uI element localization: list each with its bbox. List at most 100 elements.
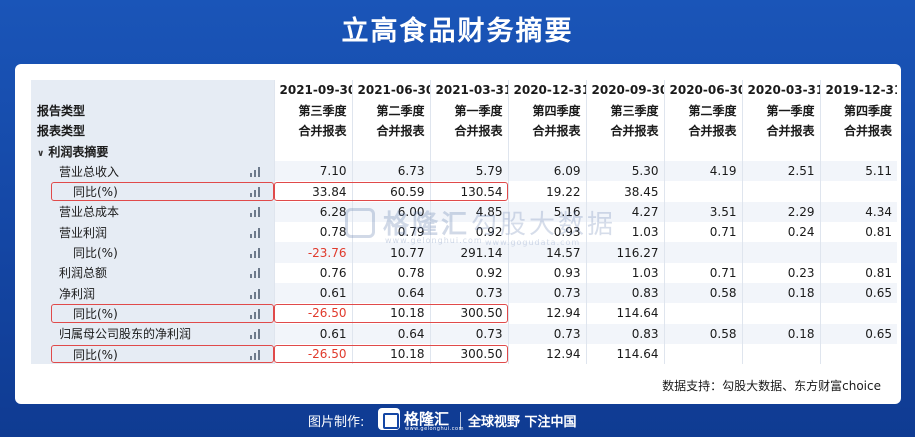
value-cell: 0.71 [663,222,742,243]
spacer-cell [236,140,274,162]
footer-brand: 格隆汇 [404,410,450,428]
header-row: 报告类型 第三季度 第二季度 第一季度 第四季度 第三季度 第二季度 第一季度 第四季度 [31,100,897,121]
section-label[interactable]: ∨ 利润表摘要 [31,140,236,162]
value-cell: 5.16 [507,201,586,223]
bar-chart-icon[interactable] [249,166,261,177]
row-label: 同比(%) [31,343,236,365]
bar-chart-icon[interactable] [249,227,261,238]
chart-toggle-cell[interactable] [236,181,274,202]
header-label: 报告类型 [31,100,236,121]
spacer-cell [236,100,274,121]
empty-cell [351,140,430,162]
empty-cell [429,140,508,162]
header-cell: 第一季度 [429,100,508,121]
value-cell: 0.93 [507,222,586,243]
value-cell: 5.30 [585,161,664,182]
header-cell: 合并报表 [585,120,664,141]
header-label: 报表类型 [31,120,236,141]
section-row[interactable]: ∨ 利润表摘要 [31,140,897,162]
value-cell: -23.76 [273,242,352,263]
header-cell: 合并报表 [507,120,586,141]
value-cell: 2.29 [741,201,820,223]
bar-chart-icon[interactable] [249,268,261,279]
value-cell: 0.73 [507,323,586,344]
value-cell: 12.94 [507,343,586,365]
header-cell: 第二季度 [351,100,430,121]
empty-cell [819,140,897,162]
value-cell: 0.92 [429,222,508,243]
value-cell: 0.64 [351,323,430,344]
value-cell: 0.71 [663,262,742,283]
gelonghui-logo-icon [378,408,400,430]
header-cell: 第一季度 [741,100,820,121]
chart-toggle-cell[interactable] [236,161,274,182]
value-cell: 0.93 [507,262,586,283]
empty-cell [663,140,742,162]
value-cell: 0.83 [585,323,664,344]
value-cell: 0.18 [741,282,820,304]
value-cell: 0.24 [741,222,820,243]
value-cell: 130.54 [429,181,508,202]
footer-slogan: 全球视野 下注中国 [468,415,577,430]
chart-toggle-cell[interactable] [236,343,274,365]
bar-chart-icon[interactable] [249,207,261,218]
table-row: 净利润 0.61 0.64 0.73 0.73 0.83 0.58 0.18 0.65 [31,282,897,304]
value-cell: 10.18 [351,343,430,365]
value-cell: 300.50 [429,343,508,365]
value-cell: 0.73 [429,323,508,344]
value-cell [819,242,897,263]
header-cell: 合并报表 [741,120,820,141]
value-cell: 6.73 [351,161,430,182]
value-cell: 14.57 [507,242,586,263]
value-cell: 0.58 [663,323,742,344]
header-cell: 第四季度 [507,100,586,121]
chart-toggle-cell[interactable] [236,242,274,263]
value-cell: 0.65 [819,323,897,344]
value-cell [819,343,897,365]
chevron-down-icon[interactable]: ∨ [37,148,45,159]
empty-cell [273,140,352,162]
table-row: 营业总收入 7.10 6.73 5.79 6.09 5.30 4.19 2.51 5.11 [31,161,897,182]
header-cell: 合并报表 [819,120,897,141]
chart-toggle-cell[interactable] [236,323,274,344]
value-cell [663,303,742,324]
bar-chart-icon[interactable] [249,187,261,198]
value-cell: -26.50 [273,303,352,324]
value-cell: 1.03 [585,262,664,283]
value-cell: 300.50 [429,303,508,324]
row-label: 利润总额 [31,262,236,283]
chart-toggle-cell[interactable] [236,262,274,283]
spacer-cell [236,120,274,141]
value-cell: 0.18 [741,323,820,344]
header-cell: 2020-09-30 [585,80,664,101]
table-row: 营业利润 0.78 0.79 0.92 0.93 1.03 0.71 0.24 0.81 [31,222,897,243]
empty-cell [741,140,820,162]
chart-toggle-cell[interactable] [236,282,274,304]
chart-toggle-cell[interactable] [236,303,274,324]
empty-cell [585,140,664,162]
bar-chart-icon[interactable] [249,248,261,259]
footer-made-by: 图片制作: [308,415,365,430]
table-row: 同比(%) -23.76 10.77 291.14 14.57 116.27 [31,242,897,263]
row-label: 营业总成本 [31,201,236,223]
financial-summary-table: 2021-09-30 2021-06-30 2021-03-31 2020-12-31… [31,80,897,365]
value-cell [741,303,820,324]
value-cell: 116.27 [585,242,664,263]
footer-divider [460,412,461,430]
row-label: 净利润 [31,282,236,304]
value-cell: 4.27 [585,201,664,223]
row-label: 同比(%) [31,181,236,202]
bar-chart-icon[interactable] [249,329,261,340]
bar-chart-icon[interactable] [249,349,261,360]
bar-chart-icon[interactable] [249,308,261,319]
bar-chart-icon[interactable] [249,288,261,299]
value-cell: 6.09 [507,161,586,182]
chart-toggle-cell[interactable] [236,222,274,243]
table-row: 营业总成本 6.28 6.00 4.85 5.16 4.27 3.51 2.29 4.34 [31,201,897,223]
value-cell: 0.65 [819,282,897,304]
value-cell: 10.18 [351,303,430,324]
value-cell: 4.85 [429,201,508,223]
value-cell: 0.23 [741,262,820,283]
chart-toggle-cell[interactable] [236,201,274,223]
value-cell: 0.76 [273,262,352,283]
